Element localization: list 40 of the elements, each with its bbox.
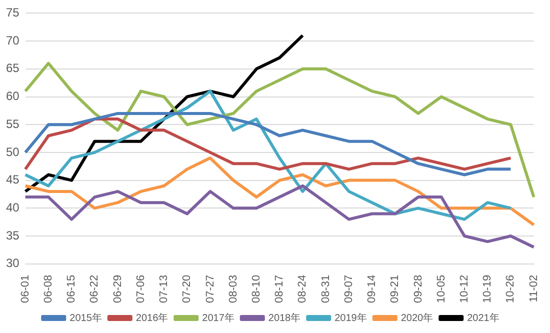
- y-tick-label: 60: [6, 89, 20, 104]
- x-tick-label: 09-07: [342, 274, 355, 304]
- x-tick-label: 07-13: [158, 274, 170, 304]
- x-tick-label: 09-28: [412, 274, 424, 304]
- x-tick-label: 10-19: [482, 274, 494, 304]
- legend-label: 2021年: [467, 312, 500, 324]
- y-tick-label: 40: [6, 200, 20, 214]
- y-tick-label: 55: [6, 116, 20, 131]
- x-tick-label: 10-12: [458, 274, 470, 304]
- legend-label: 2016年: [136, 312, 168, 324]
- x-tick-label: 07-27: [204, 274, 216, 304]
- y-tick-label: 65: [6, 61, 20, 76]
- x-tick-label: 07-20: [181, 274, 194, 304]
- legend-label: 2017年: [202, 312, 234, 324]
- x-tick-label: 08-24: [296, 274, 309, 304]
- x-tick-label: 08-31: [320, 274, 332, 304]
- x-tick-label: 09-14: [366, 274, 378, 304]
- y-tick-label: 45: [6, 172, 20, 187]
- y-tick-label: 30: [6, 256, 20, 270]
- x-tick-label: 07-06: [134, 274, 147, 304]
- x-tick-label: 10-05: [435, 274, 448, 304]
- x-tick-label: 11-02: [528, 274, 540, 302]
- x-tick-label: 06-15: [66, 274, 78, 304]
- x-tick-label: 06-22: [88, 274, 101, 304]
- legend-label: 2019年: [334, 312, 367, 324]
- legend-label: 2020年: [400, 312, 434, 324]
- x-tick-label: 06-01: [19, 274, 32, 304]
- x-tick-label: 08-17: [274, 274, 286, 304]
- x-tick-label: 08-10: [250, 274, 262, 304]
- y-tick-label: 75: [6, 6, 20, 20]
- x-tick-label: 06-29: [112, 274, 124, 304]
- legend-label: 2018年: [268, 312, 301, 324]
- x-tick-label: 10-26: [504, 274, 517, 304]
- y-tick-label: 35: [6, 228, 20, 242]
- y-tick-label: 50: [6, 144, 20, 159]
- x-tick-label: 06-08: [42, 274, 54, 304]
- legend-label: 2015年: [70, 312, 102, 324]
- x-tick-label: 09-21: [389, 274, 402, 304]
- x-tick-label: 08-03: [227, 274, 240, 304]
- y-tick-label: 70: [6, 33, 20, 48]
